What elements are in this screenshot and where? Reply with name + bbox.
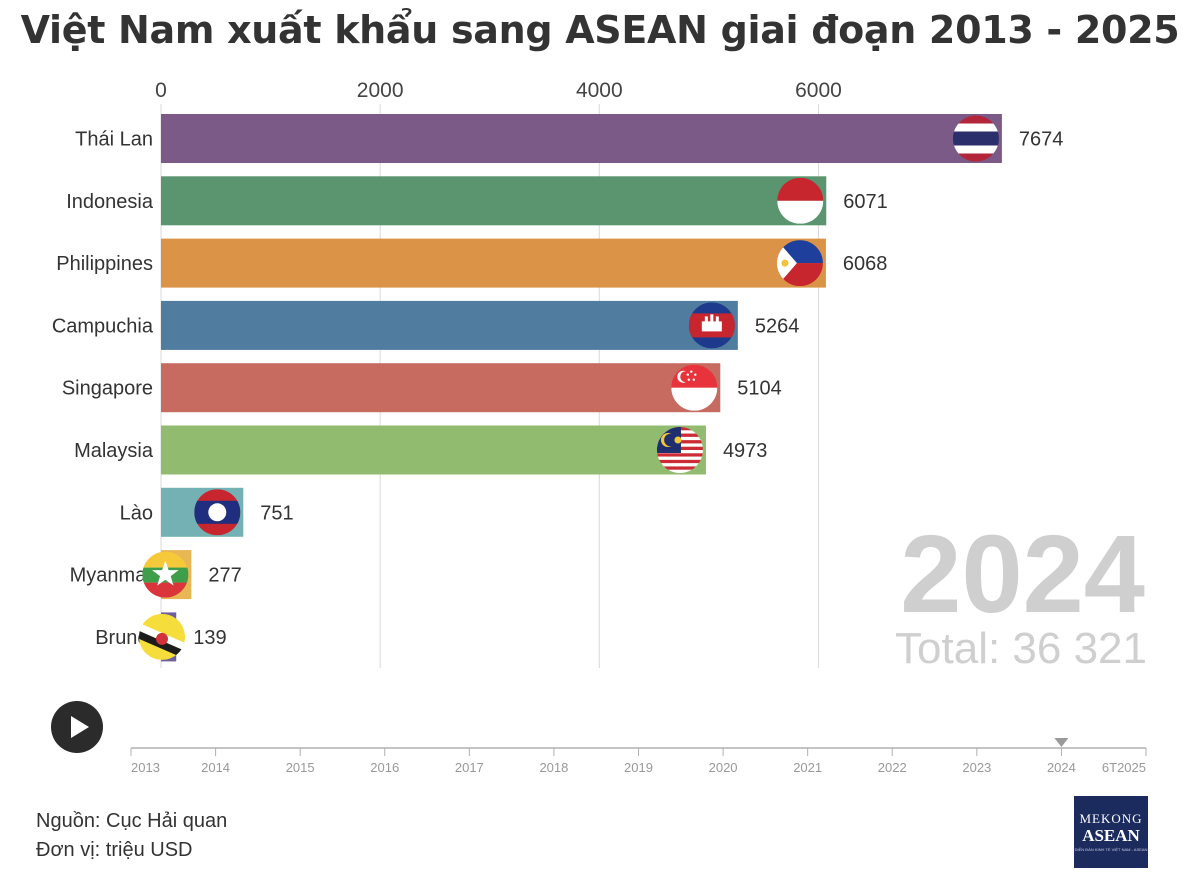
myanmar-flag-icon	[142, 551, 189, 598]
category-label: Indonesia	[66, 191, 154, 213]
category-label: Brunei	[95, 627, 153, 649]
x-tick-label: 0	[155, 79, 167, 102]
indonesia-flag-icon	[777, 177, 824, 224]
category-label: Myanmar	[70, 565, 154, 587]
category-label: Malaysia	[74, 440, 154, 462]
value-label: 6071	[843, 191, 888, 213]
play-icon	[71, 716, 89, 738]
timeline-year-label[interactable]: 2015	[286, 760, 315, 775]
current-year-label: 2024	[900, 513, 1145, 636]
brunei-flag-icon	[139, 613, 185, 660]
timeline-year-label[interactable]: 2016	[370, 760, 399, 775]
play-button[interactable]	[51, 701, 103, 753]
logo-line2: ASEAN	[1082, 826, 1140, 845]
x-tick-label: 2000	[357, 79, 404, 102]
timeline-year-label[interactable]: 2021	[793, 760, 822, 775]
bar	[161, 425, 706, 475]
timeline-marker[interactable]	[1054, 738, 1069, 747]
bar	[161, 114, 1002, 163]
bar	[161, 238, 826, 288]
thailand-flag-icon	[952, 115, 999, 162]
philippines-flag-icon	[776, 240, 823, 287]
category-label: Philippines	[56, 253, 153, 275]
timeline-year-label[interactable]: 2018	[539, 760, 568, 775]
source-note: Nguồn: Cục Hải quan	[36, 810, 228, 832]
chart-title: Việt Nam xuất khẩu sang ASEAN giai đoạn …	[20, 8, 1180, 52]
singapore-flag-icon	[671, 364, 718, 411]
category-label: Lào	[120, 502, 153, 524]
timeline-year-label[interactable]: 2013	[131, 760, 160, 775]
bar	[161, 300, 738, 350]
value-label: 5104	[737, 378, 782, 400]
value-label: 139	[193, 627, 226, 649]
bar	[161, 363, 721, 413]
value-label: 5264	[755, 315, 800, 337]
mekong-asean-logo: MEKONG ASEAN DIỄN ĐÀN KINH TẾ VIỆT NAM -…	[1074, 796, 1148, 868]
total-label: Total: 36 321	[895, 624, 1147, 673]
timeline-year-label[interactable]: 2023	[962, 760, 991, 775]
logo-line1: MEKONG	[1079, 811, 1143, 826]
bar	[161, 176, 827, 226]
value-label: 751	[260, 502, 293, 524]
x-tick-label: 6000	[795, 79, 842, 102]
cambodia-flag-icon	[688, 302, 735, 349]
value-label: 7674	[1019, 129, 1064, 151]
timeline-year-label[interactable]: 2014	[201, 760, 230, 775]
timeline-year-label[interactable]: 6T2025	[1102, 760, 1146, 775]
timeline-year-label[interactable]: 2019	[624, 760, 653, 775]
unit-note: Đơn vị: triệu USD	[36, 839, 193, 861]
timeline-year-label[interactable]: 2020	[709, 760, 738, 775]
category-label: Singapore	[62, 378, 153, 400]
logo-tagline: DIỄN ĐÀN KINH TẾ VIỆT NAM - ASEAN	[1074, 847, 1148, 852]
category-label: Campuchia	[52, 315, 154, 337]
category-label: Thái Lan	[75, 129, 153, 151]
timeline-year-label[interactable]: 2017	[455, 760, 484, 775]
laos-flag-icon	[194, 489, 241, 536]
value-label: 6068	[843, 253, 888, 275]
x-tick-label: 4000	[576, 79, 623, 102]
timeline-year-label[interactable]: 2024	[1047, 760, 1076, 775]
malaysia-flag-icon	[656, 427, 703, 473]
value-label: 4973	[723, 440, 768, 462]
timeline-year-label[interactable]: 2022	[878, 760, 907, 775]
value-label: 277	[208, 565, 241, 587]
